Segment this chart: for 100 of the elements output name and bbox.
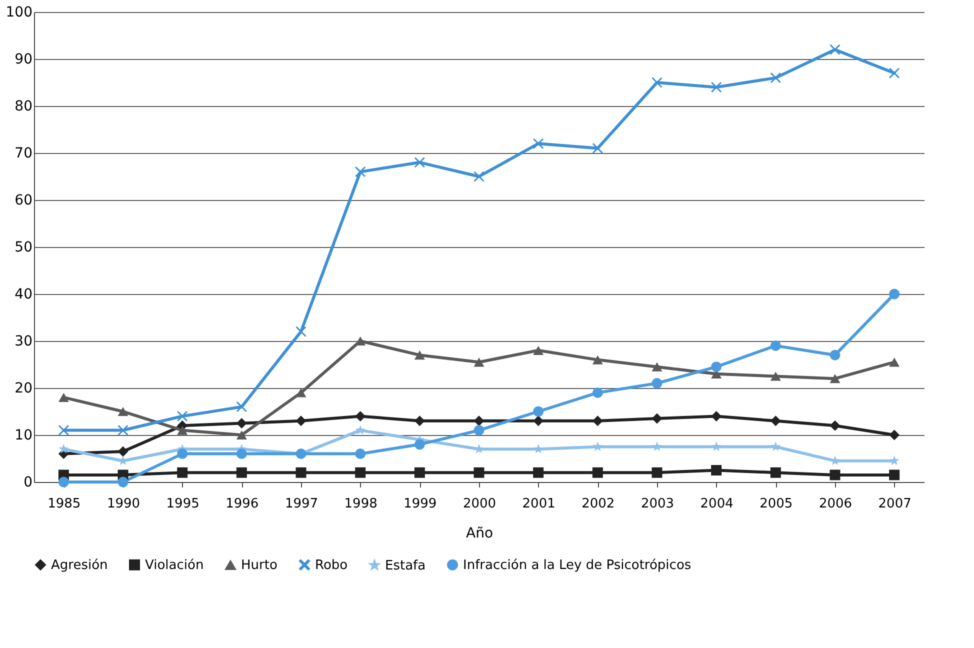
point: [355, 166, 366, 178]
point: [652, 77, 662, 88]
point: [414, 350, 425, 360]
point: [355, 410, 366, 422]
legend-label: Estafa: [385, 558, 426, 574]
x-tick-label: 2005: [760, 496, 793, 512]
point: [296, 416, 306, 426]
point: [177, 448, 188, 460]
x-tick-label: 1985: [48, 496, 81, 512]
point: [652, 467, 662, 478]
x-tick-label: 1990: [106, 496, 140, 512]
point: [177, 426, 188, 435]
legend-label: Hurto: [241, 558, 278, 574]
point: [533, 444, 544, 454]
point: [652, 442, 662, 451]
point: [296, 326, 306, 337]
point: [355, 467, 366, 478]
y-tick-label: 50: [14, 240, 32, 256]
point: [711, 465, 722, 476]
point: [652, 413, 662, 424]
x-tick-label: 2000: [462, 496, 496, 512]
point: [711, 410, 722, 422]
point: [118, 406, 128, 416]
point: [889, 68, 900, 78]
point: [830, 374, 840, 384]
point: [533, 416, 544, 426]
point: [652, 378, 662, 389]
point: [889, 456, 900, 466]
point: [889, 430, 900, 440]
x-tick-label: 2002: [582, 496, 615, 512]
point: [58, 392, 69, 402]
point: [414, 467, 425, 478]
point: [236, 402, 247, 412]
point: [296, 388, 306, 398]
x-tick-label: 1997: [284, 496, 318, 512]
point: [889, 288, 900, 300]
point: [533, 138, 544, 149]
point: [830, 470, 840, 480]
x-tick-label: 1995: [166, 496, 200, 512]
point: [533, 467, 544, 478]
y-tick-label: 80: [14, 98, 32, 114]
point: [474, 171, 484, 182]
point: [296, 467, 306, 478]
x-tick-label: 2001: [522, 496, 556, 512]
x-tick-label: 2004: [700, 496, 734, 512]
x-tick-label: 1999: [404, 496, 437, 512]
point: [58, 425, 69, 436]
legend-label: Agresión: [51, 558, 108, 573]
y-tick-label: 60: [14, 192, 32, 208]
point: [711, 362, 722, 372]
point: [770, 72, 781, 84]
point: [474, 467, 484, 478]
point: [770, 416, 781, 426]
point: [58, 444, 69, 454]
x-tick-label: 2007: [878, 496, 912, 512]
point: [533, 346, 544, 355]
point: [830, 44, 840, 55]
point: [592, 143, 603, 154]
point: [236, 418, 247, 428]
point: [533, 406, 544, 417]
legend-label: Infracción a la Ley de Psicotrópicos: [463, 558, 692, 573]
point: [889, 470, 900, 480]
x-axis-title: Año: [466, 526, 494, 542]
y-tick-label: 40: [14, 286, 32, 302]
point: [770, 467, 781, 478]
legend-label: Robo: [315, 558, 348, 573]
x-tick-label: 2006: [818, 496, 852, 512]
point: [889, 358, 900, 367]
y-tick-label: 20: [14, 380, 32, 396]
x-tick-label: 1996: [226, 496, 259, 512]
point: [592, 442, 603, 451]
point: [414, 416, 425, 426]
point: [474, 425, 484, 436]
point: [118, 425, 128, 436]
x-tick-label: 1998: [344, 496, 378, 512]
point: [592, 387, 603, 398]
point: [770, 372, 781, 381]
x-tick-label: 2003: [640, 496, 674, 512]
y-tick-label: 90: [14, 52, 32, 68]
y-tick-label: 30: [14, 334, 32, 350]
point: [770, 442, 781, 451]
point: [592, 467, 603, 478]
point: [414, 157, 425, 168]
point: [414, 439, 425, 450]
point: [177, 467, 188, 478]
point: [355, 425, 366, 435]
point: [236, 448, 247, 460]
point: [830, 350, 840, 360]
point: [592, 355, 603, 364]
point: [177, 410, 188, 422]
point: [474, 358, 484, 367]
y-tick-label: 70: [14, 146, 32, 162]
legend-label: Violación: [145, 558, 204, 573]
point: [711, 82, 722, 92]
point: [118, 476, 128, 488]
point: [236, 430, 247, 440]
point: [711, 442, 722, 451]
point: [592, 416, 603, 426]
point: [118, 446, 128, 457]
y-tick-label: 0: [24, 474, 32, 490]
